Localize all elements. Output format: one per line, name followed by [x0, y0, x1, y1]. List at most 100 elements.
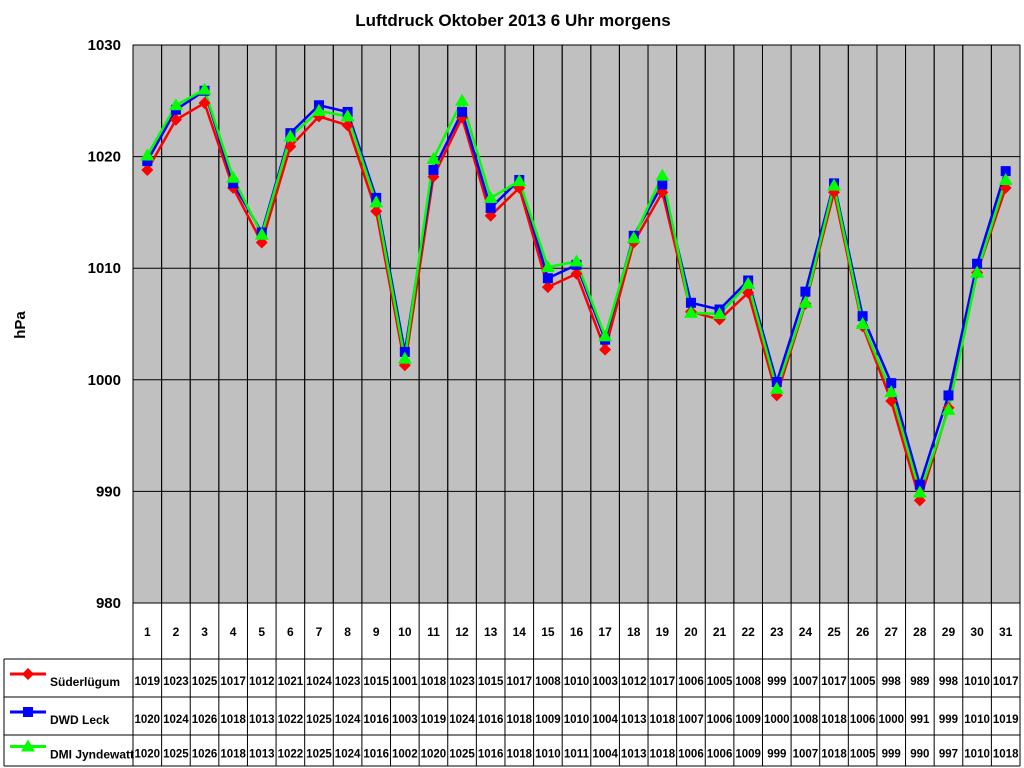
data-point — [341, 119, 354, 132]
data-point — [426, 151, 441, 164]
table-cell-value: 1017 — [821, 676, 847, 688]
table-cell-value: 1010 — [564, 676, 590, 688]
table-cell-value: 1010 — [964, 676, 990, 688]
table-cell-value: 991 — [910, 714, 930, 726]
data-point — [457, 106, 468, 117]
x-category-label: 8 — [344, 625, 351, 639]
x-category-label: 2 — [173, 625, 180, 639]
data-point — [800, 286, 811, 297]
x-category-label: 21 — [713, 625, 727, 639]
table-cell-value: 1023 — [335, 676, 361, 688]
table-cell-value: 1008 — [735, 676, 761, 688]
data-point — [742, 286, 755, 299]
x-category-label: 9 — [373, 625, 380, 639]
x-category-label: 10 — [398, 625, 412, 639]
table-cell-value: 1022 — [278, 749, 304, 761]
table-cell-value: 1017 — [993, 676, 1019, 688]
table-cell-value: 999 — [767, 749, 786, 761]
x-category-label: 20 — [684, 625, 698, 639]
table-cell-value: 1026 — [192, 749, 218, 761]
data-point — [254, 227, 269, 240]
data-point — [198, 97, 211, 110]
table-cell-value: 1020 — [135, 749, 161, 761]
table-cell-value: 1004 — [592, 714, 618, 726]
data-point — [884, 385, 899, 398]
table-cell-value: 1008 — [535, 676, 561, 688]
data-point — [141, 163, 154, 176]
data-point — [397, 351, 412, 364]
x-category-label: 4 — [230, 625, 237, 639]
data-point — [540, 260, 555, 273]
table-cell-value: 1006 — [678, 749, 704, 761]
table-cell-value: 1025 — [306, 714, 332, 726]
data-point — [885, 395, 898, 408]
data-point — [685, 297, 696, 308]
table-cell-value: 1025 — [449, 749, 475, 761]
x-category-label: 7 — [316, 625, 323, 639]
table-cell-value: 1013 — [249, 714, 275, 726]
table-cell-value: 1010 — [964, 749, 990, 761]
table-cell-value: 1005 — [707, 676, 733, 688]
table-cell-value: 1025 — [192, 676, 218, 688]
table-cell-value: 1016 — [478, 749, 504, 761]
table-cell-value: 1024 — [163, 714, 189, 726]
x-category-label: 24 — [799, 625, 813, 639]
table-cell-value: 1010 — [964, 714, 990, 726]
data-point — [284, 140, 297, 153]
data-point — [226, 170, 241, 183]
table-cell-value: 1006 — [850, 714, 876, 726]
data-point — [542, 273, 553, 284]
y-axis-ticks: 980 990 1000 1010 1020 1030 — [88, 37, 121, 612]
table-cell-value: 1007 — [793, 676, 819, 688]
table-cell-value: 1018 — [506, 749, 532, 761]
table-cell-value: 1017 — [506, 676, 532, 688]
table-cell-value: 1003 — [592, 676, 618, 688]
table-cell-value: 1005 — [850, 676, 876, 688]
table-cell-value: 1016 — [478, 714, 504, 726]
table-cell-value: 1012 — [249, 676, 275, 688]
data-point — [626, 231, 641, 244]
table-cell-value: 1013 — [621, 749, 647, 761]
data-point — [972, 258, 983, 269]
table-cell-value: 998 — [939, 676, 959, 688]
x-category-label: 19 — [656, 625, 670, 639]
table-cell-value: 1006 — [707, 714, 733, 726]
series-lines — [140, 82, 1013, 507]
x-category-label: 22 — [741, 625, 755, 639]
table-cell-value: 1018 — [821, 749, 847, 761]
table-cell-value: 1002 — [392, 749, 418, 761]
x-category-label: 28 — [913, 625, 927, 639]
data-point — [311, 103, 326, 116]
data-point — [21, 739, 35, 752]
x-category-label: 29 — [942, 625, 956, 639]
table-cell-value: 1007 — [678, 714, 704, 726]
table-cell-value: 1018 — [821, 714, 847, 726]
table-cell-value: 1016 — [363, 714, 389, 726]
table-cell-value: 1024 — [335, 714, 361, 726]
table-cell-value: 1004 — [592, 749, 618, 761]
table-cell-value: 1009 — [735, 714, 761, 726]
data-point — [228, 178, 239, 189]
data-point — [140, 148, 155, 161]
table-cell-value: 1010 — [564, 714, 590, 726]
data-point — [855, 317, 870, 329]
table-cell-value: 1007 — [793, 749, 819, 761]
table-cell-value: 1020 — [135, 714, 161, 726]
x-category-label: 14 — [513, 625, 527, 639]
table-cell-value: 998 — [882, 676, 902, 688]
table-cell-value: 1015 — [478, 676, 504, 688]
table-cell-value: 1025 — [163, 749, 189, 761]
y-tick-label: 1010 — [88, 260, 121, 277]
data-point — [570, 267, 583, 280]
x-category-label: 16 — [570, 625, 584, 639]
table-cell-value: 1019 — [421, 714, 447, 726]
table-cell-value: 1015 — [363, 676, 389, 688]
x-category-label: 11 — [427, 625, 440, 639]
data-point — [1000, 166, 1011, 177]
data-point — [798, 295, 813, 308]
x-category-label: 31 — [999, 625, 1013, 639]
table-cell-value: 1018 — [506, 714, 532, 726]
table-cell-value: 999 — [939, 714, 958, 726]
legend-label: Süderlügum — [50, 675, 120, 689]
